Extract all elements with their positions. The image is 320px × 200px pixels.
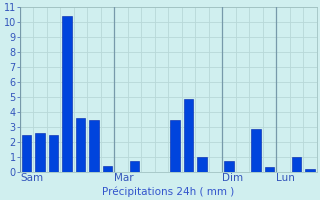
Bar [103,166,112,172]
Bar [184,99,193,172]
Bar [292,157,301,172]
Bar [22,134,31,172]
Bar [197,157,207,172]
Bar [305,169,315,172]
Bar [265,167,274,172]
Bar [62,16,72,172]
Bar [224,161,234,172]
Bar [251,129,260,172]
Bar [36,133,45,172]
X-axis label: Précipitations 24h ( mm ): Précipitations 24h ( mm ) [102,186,234,197]
Bar [49,134,58,172]
Bar [130,161,139,172]
Bar [170,120,180,172]
Bar [76,118,85,172]
Bar [89,120,99,172]
